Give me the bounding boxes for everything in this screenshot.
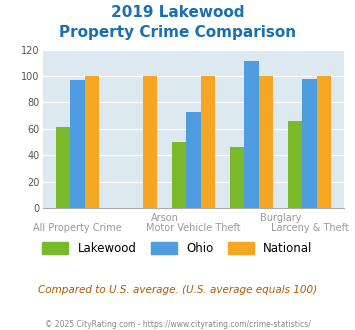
Bar xyxy=(143,76,157,208)
Text: Burglary: Burglary xyxy=(260,213,301,223)
Bar xyxy=(70,80,85,208)
Bar xyxy=(244,61,259,208)
Text: © 2025 CityRating.com - https://www.cityrating.com/crime-statistics/: © 2025 CityRating.com - https://www.city… xyxy=(45,320,310,329)
Bar xyxy=(230,147,244,208)
Bar xyxy=(201,76,215,208)
Text: Arson: Arson xyxy=(151,213,179,223)
Bar xyxy=(85,76,99,208)
Text: Compared to U.S. average. (U.S. average equals 100): Compared to U.S. average. (U.S. average … xyxy=(38,285,317,295)
Bar xyxy=(288,121,302,208)
Legend: Lakewood, Ohio, National: Lakewood, Ohio, National xyxy=(43,242,312,255)
Text: Larceny & Theft: Larceny & Theft xyxy=(271,223,348,233)
Text: Motor Vehicle Theft: Motor Vehicle Theft xyxy=(146,223,241,233)
Bar xyxy=(172,142,186,208)
Bar xyxy=(317,76,331,208)
Text: 2019 Lakewood: 2019 Lakewood xyxy=(111,5,244,20)
Text: Property Crime Comparison: Property Crime Comparison xyxy=(59,25,296,40)
Bar xyxy=(302,79,317,208)
Text: All Property Crime: All Property Crime xyxy=(33,223,122,233)
Bar xyxy=(186,112,201,208)
Bar xyxy=(56,127,70,208)
Bar xyxy=(259,76,273,208)
